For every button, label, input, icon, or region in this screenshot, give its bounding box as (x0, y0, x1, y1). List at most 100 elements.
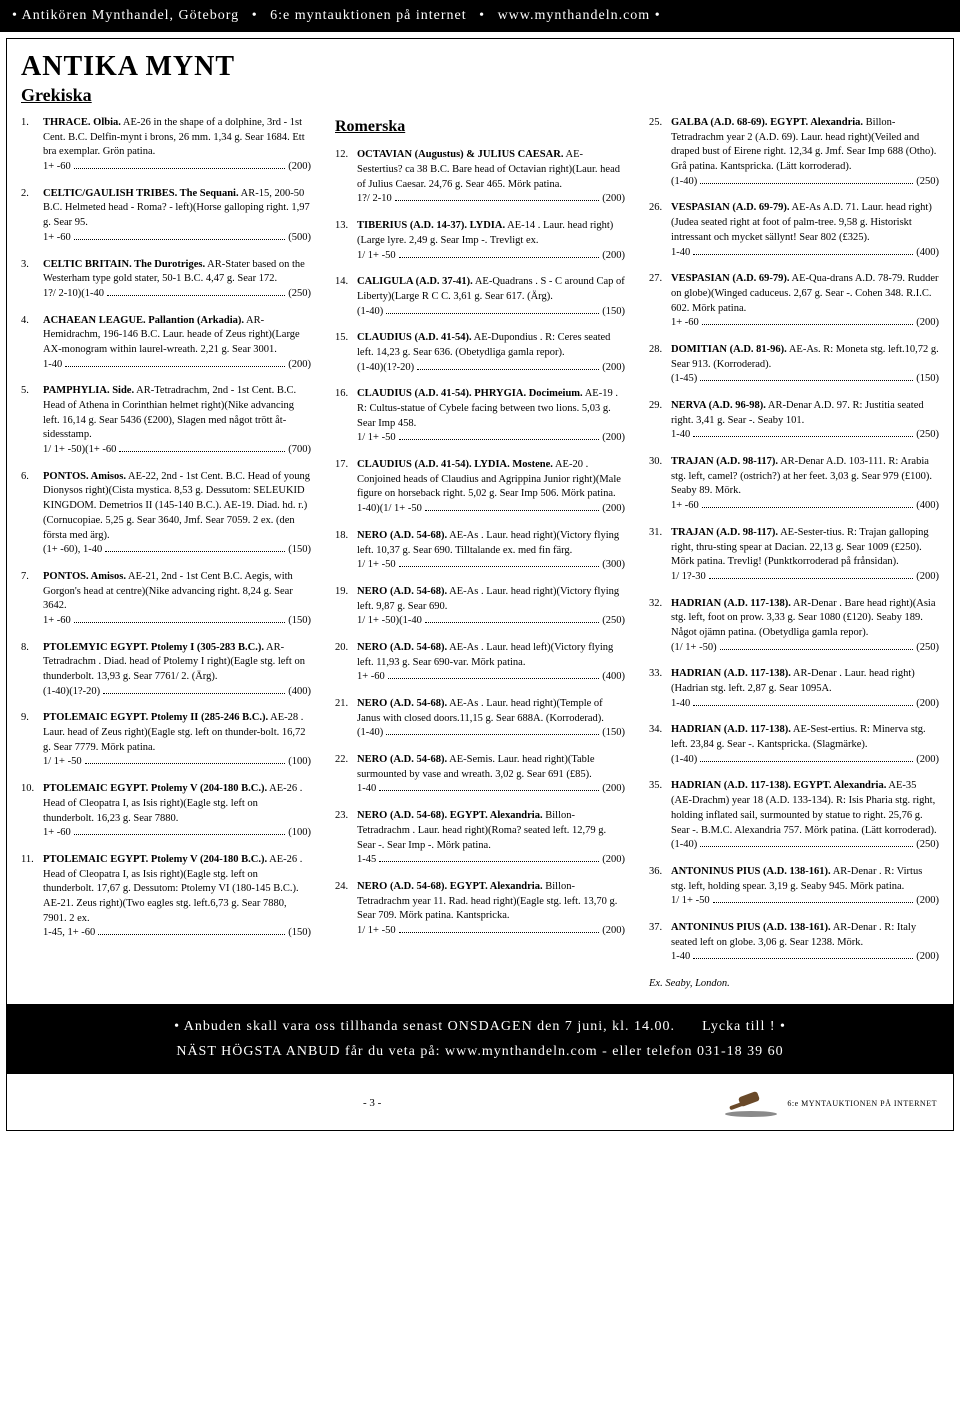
lot-description: NERVA (A.D. 96-98). AR-Denar A.D. 97. R:… (671, 399, 939, 428)
lot-body: DOMITIAN (A.D. 81-96). AE-As. R: Moneta … (671, 343, 939, 387)
lot-price-line: 1-45, 1+ -60 (150) (43, 926, 311, 941)
lot-number: 36. (649, 865, 671, 909)
lot-body: HADRIAN (A.D. 117-138). AR-Denar . Laur.… (671, 667, 939, 711)
lot-description: CLAUDIUS (A.D. 41-54). LYDIA. Mostene. A… (357, 458, 625, 502)
lot-price-line: 1-40 (200) (43, 358, 311, 373)
lot-grade: 1-40 (671, 697, 690, 712)
lot-title: ANTONINUS PIUS (A.D. 138-161). (671, 866, 831, 877)
lot-description: PTOLEMAIC EGYPT. Ptolemy II (285-246 B.C… (43, 711, 311, 755)
lot-description: PTOLEMYIC EGYPT. Ptolemy I (305-283 B.C.… (43, 641, 311, 685)
page-frame: ANTIKA MYNT Grekiska 1.THRACE. Olbia. AE… (6, 38, 954, 1131)
lot-grade: (1-40) (671, 175, 697, 190)
lot-number: 30. (649, 455, 671, 514)
lot-number: 8. (21, 641, 43, 700)
bottom-banner: • Anbuden skall vara oss tillhanda senas… (7, 1004, 953, 1074)
leader-dots (702, 507, 913, 508)
lot-price-line: (1-45) (150) (671, 372, 939, 387)
lot-title: NERVA (A.D. 96-98). (671, 400, 766, 411)
lot-body: OCTAVIAN (Augustus) & JULIUS CAESAR. AE-… (357, 148, 625, 207)
lot-price: (200) (602, 782, 625, 797)
lot-description: NERO (A.D. 54-68). AE-As . Laur. head ri… (357, 529, 625, 558)
lot-number: 10. (21, 782, 43, 841)
lot: 22.NERO (A.D. 54-68). AE-Semis. Laur. he… (335, 753, 625, 797)
lot: 25.GALBA (A.D. 68-69). EGYPT. Alexandria… (649, 116, 939, 189)
lot-body: VESPASIAN (A.D. 69-79). AE-Qua-drans A.D… (671, 272, 939, 331)
lot-body: TRAJAN (A.D. 98-117). AR-Denar A.D. 103-… (671, 455, 939, 514)
leader-dots (388, 678, 599, 679)
lot-description: CALIGULA (A.D. 37-41). AE-Quadrans . S -… (357, 275, 625, 304)
lot-price: (200) (602, 361, 625, 376)
lot-title: ANTONINUS PIUS (A.D. 138-161). (671, 922, 831, 933)
lot: 14.CALIGULA (A.D. 37-41). AE-Quadrans . … (335, 275, 625, 319)
lot-body: HADRIAN (A.D. 117-138). AE-Sest-ertius. … (671, 723, 939, 767)
lot-number: 33. (649, 667, 671, 711)
lot-description: DOMITIAN (A.D. 81-96). AE-As. R: Moneta … (671, 343, 939, 372)
lot: 8.PTOLEMYIC EGYPT. Ptolemy I (305-283 B.… (21, 641, 311, 700)
lot-price: (100) (288, 826, 311, 841)
banner-text: • Antikören Mynthandel, Göteborg • 6:e m… (12, 8, 661, 24)
lot-price-line: 1?/ 2-10 (200) (357, 192, 625, 207)
lot-price-line: (1-40) (150) (357, 726, 625, 741)
leader-dots (709, 578, 914, 579)
page-number: - 3 - (363, 1097, 381, 1109)
lot-number: 22. (335, 753, 357, 797)
leader-dots (700, 846, 913, 847)
lot: 20.NERO (A.D. 54-68). AE-As . Laur. head… (335, 641, 625, 685)
lot-description: ANTONINUS PIUS (A.D. 138-161). AR-Denar … (671, 865, 939, 894)
lot-price: (400) (288, 685, 311, 700)
greek-heading: Grekiska (21, 85, 939, 106)
lot-body: CLAUDIUS (A.D. 41-54). PHRYGIA. Docimeiu… (357, 387, 625, 446)
lot-price: (200) (288, 160, 311, 175)
lot-body: PTOLEMYIC EGYPT. Ptolemy I (305-283 B.C.… (43, 641, 311, 700)
lot-description: VESPASIAN (A.D. 69-79). AE-As A.D. 71. L… (671, 201, 939, 245)
lot-price-line: (1-40)(1?-20) (400) (43, 685, 311, 700)
lot-number: 4. (21, 314, 43, 373)
lot-grade: (1-40) (671, 838, 697, 853)
leader-dots (425, 622, 599, 623)
lot-price-line: 1/ 1?-30 (200) (671, 570, 939, 585)
lot-grade: 1+ -60 (671, 316, 699, 331)
lot-price: (200) (602, 502, 625, 517)
lot: 30.TRAJAN (A.D. 98-117). AR-Denar A.D. 1… (649, 455, 939, 514)
lot-grade: 1/ 1+ -50 (357, 558, 396, 573)
lot-number: 23. (335, 809, 357, 868)
lot: 17.CLAUDIUS (A.D. 41-54). LYDIA. Mostene… (335, 458, 625, 517)
lot-grade: 1+ -60 (43, 826, 71, 841)
lot-price: (100) (288, 755, 311, 770)
main-title: ANTIKA MYNT (21, 51, 939, 83)
lot-grade: 1-45 (357, 853, 376, 868)
lot-description: NERO (A.D. 54-68). AE-As . Laur. head ri… (357, 697, 625, 726)
lot-body: NERO (A.D. 54-68). AE-As . Laur. head le… (357, 641, 625, 685)
lot-grade: 1-40 (43, 358, 62, 373)
leader-dots (399, 257, 600, 258)
leader-dots (700, 380, 913, 381)
lot-description: CLAUDIUS (A.D. 41-54). AE-Dupondius . R:… (357, 331, 625, 360)
leader-dots (119, 451, 285, 452)
footer: - 3 - 6:e MYNTAUKTIONEN PÅ INTERNET (21, 1074, 939, 1130)
lot-description: ACHAEAN LEAGUE. Pallantion (Arkadia). AR… (43, 314, 311, 358)
lot: 4.ACHAEAN LEAGUE. Pallantion (Arkadia). … (21, 314, 311, 373)
bottom-line-1: • Anbuden skall vara oss tillhanda senas… (21, 1014, 939, 1039)
lot-price: (200) (602, 853, 625, 868)
lot-grade: 1/ 1?-30 (671, 570, 706, 585)
lot-price-line: (1+ -60), 1-40 (150) (43, 543, 311, 558)
lot-number: 6. (21, 470, 43, 558)
lot-body: CELTIC/GAULISH TRIBES. The Sequani. AR-1… (43, 187, 311, 246)
lot-price: (250) (916, 838, 939, 853)
lot-title: DOMITIAN (A.D. 81-96). (671, 344, 787, 355)
lot: 19.NERO (A.D. 54-68). AE-As . Laur. head… (335, 585, 625, 629)
leader-dots (386, 313, 599, 314)
lot-number: 5. (21, 384, 43, 457)
lot-title: TRAJAN (A.D. 98-117). (671, 527, 778, 538)
leader-dots (386, 734, 599, 735)
lot-description: NERO (A.D. 54-68). AE-Semis. Laur. head … (357, 753, 625, 782)
lot-price-line: 1-40)(1/ 1+ -50 (200) (357, 502, 625, 517)
leader-dots (399, 932, 600, 933)
lot-body: NERO (A.D. 54-68). AE-As . Laur. head ri… (357, 585, 625, 629)
lot-title: PONTOS. Amisos. (43, 571, 126, 582)
lot-grade: (1-40)(1?-20) (357, 361, 414, 376)
lot-price: (150) (916, 372, 939, 387)
lot-price: (200) (602, 192, 625, 207)
top-banner: • Antikören Mynthandel, Göteborg • 6:e m… (0, 0, 960, 32)
lot-description: OCTAVIAN (Augustus) & JULIUS CAESAR. AE-… (357, 148, 625, 192)
